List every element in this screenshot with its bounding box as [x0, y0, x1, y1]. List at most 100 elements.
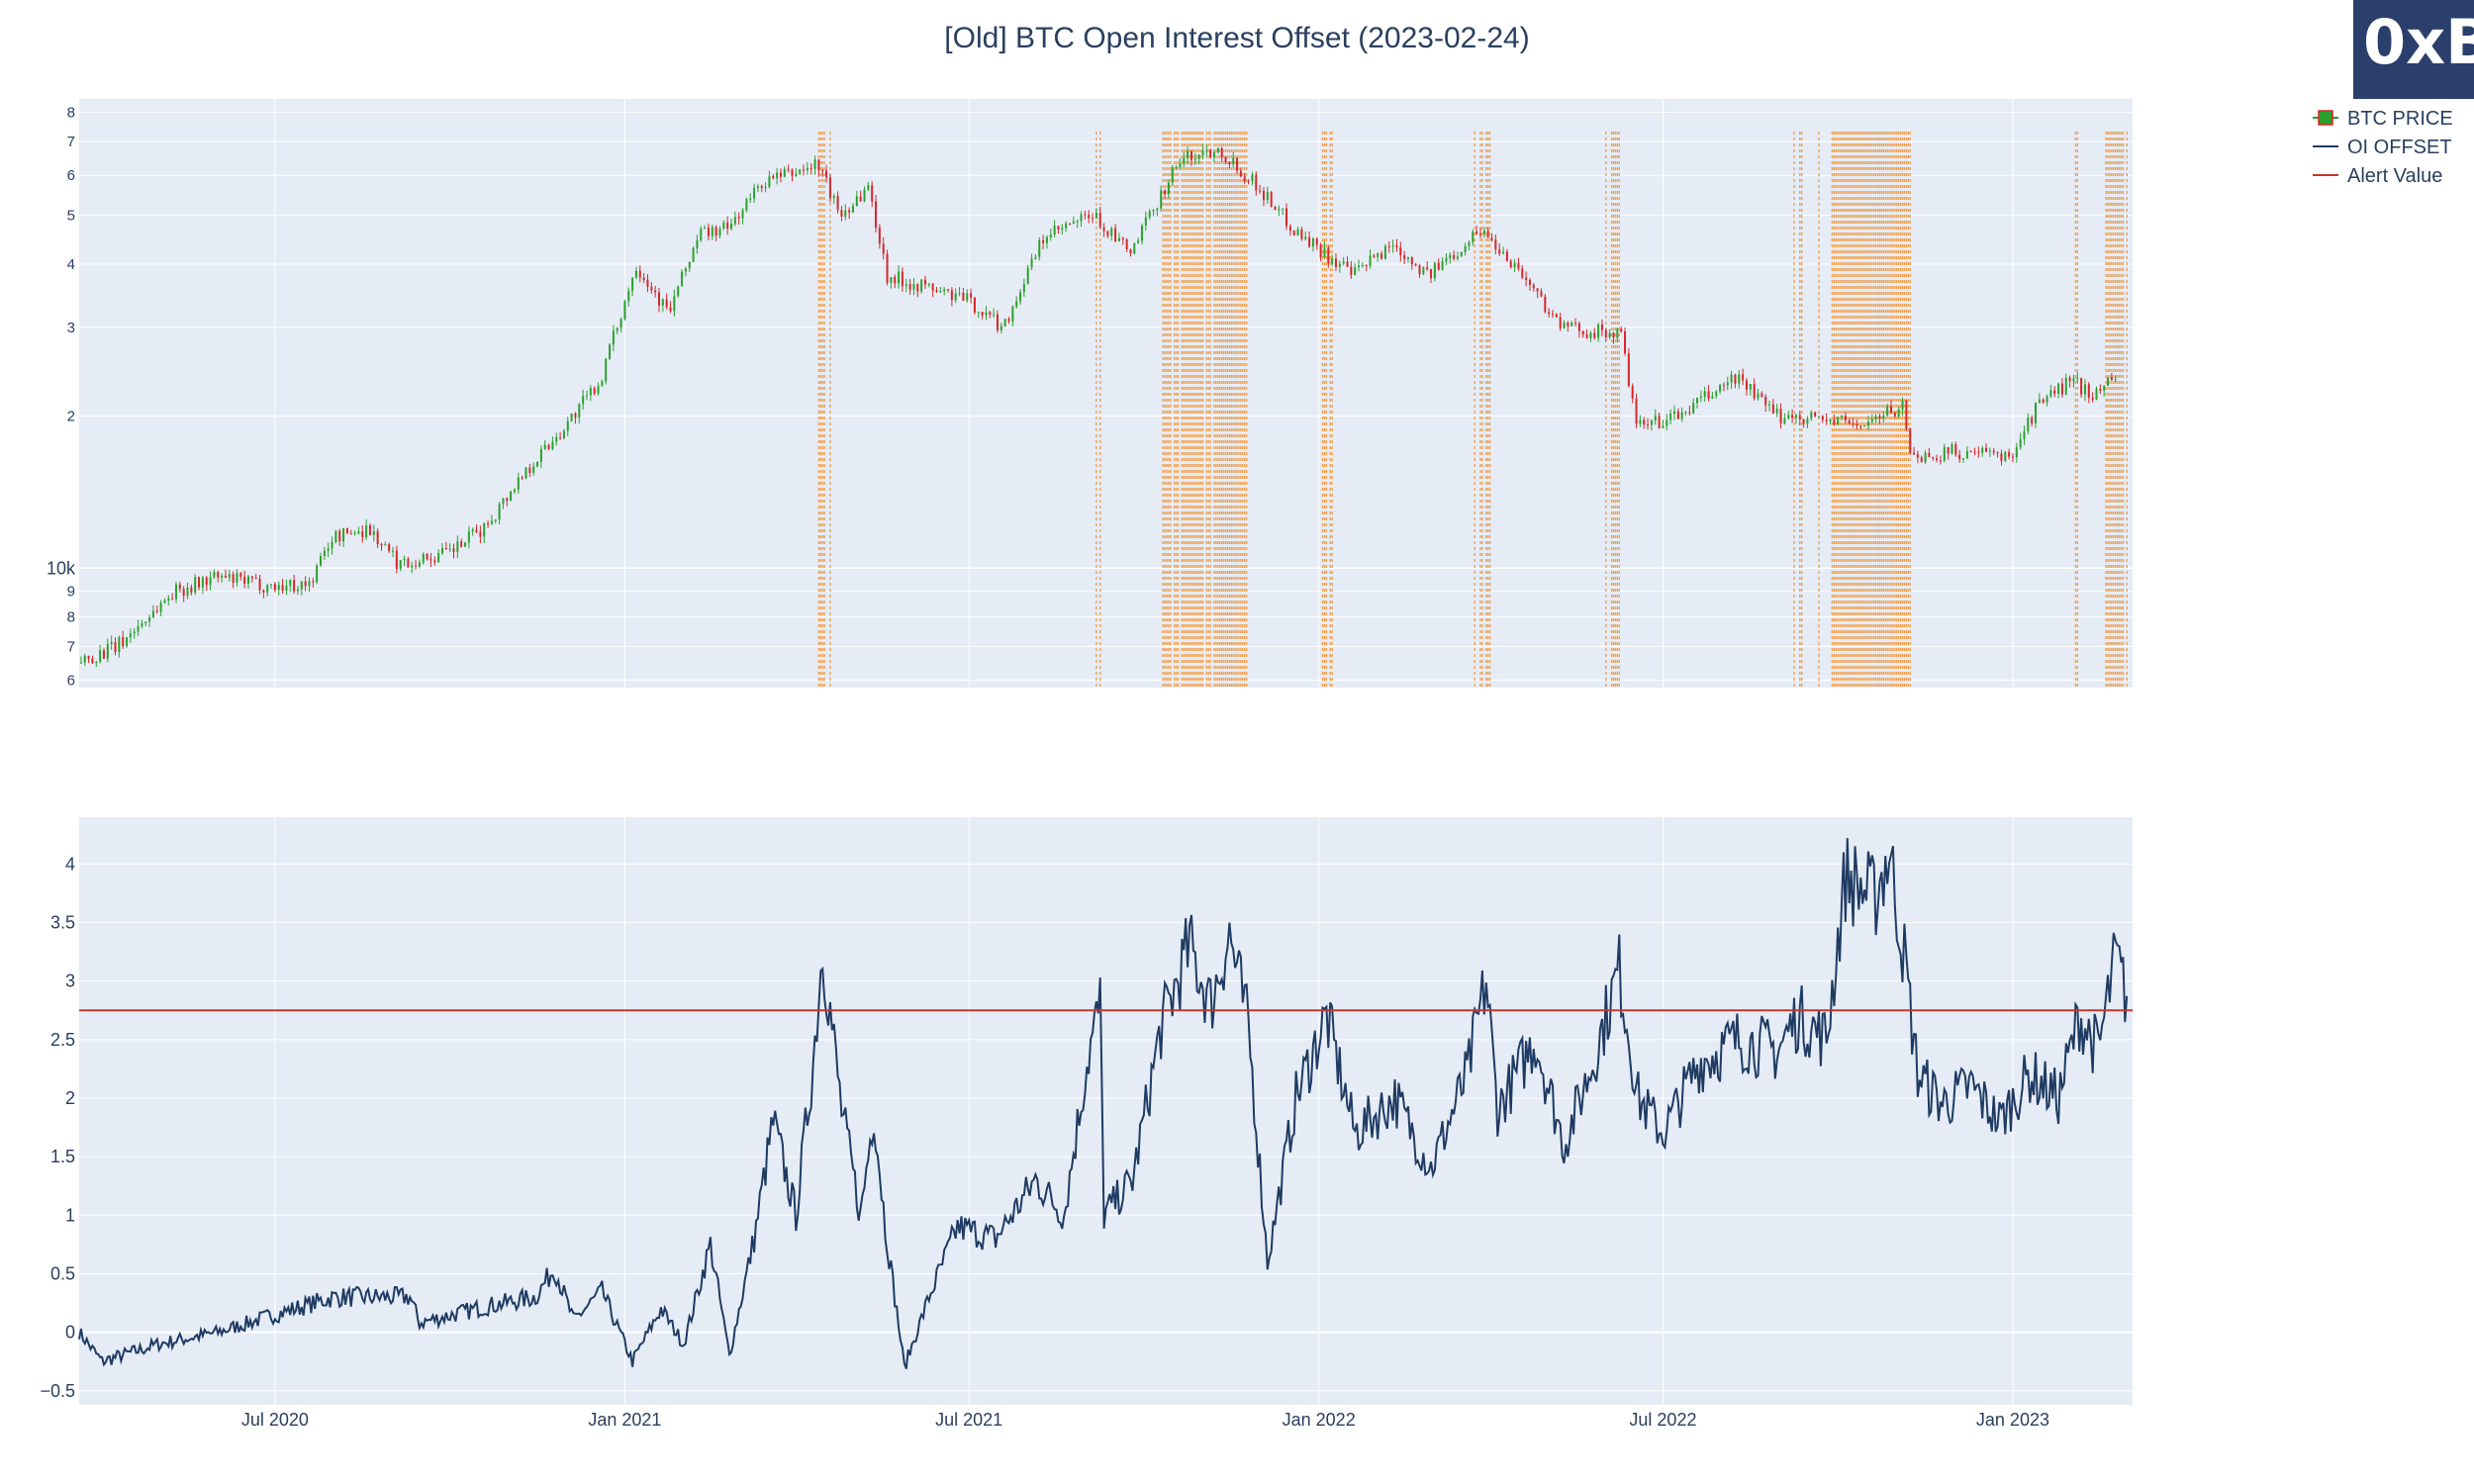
- candle-body: [1121, 237, 1124, 239]
- legend-item-alert-value[interactable]: Alert Value: [2313, 165, 2442, 187]
- candle-body: [1612, 332, 1615, 338]
- candle-body: [1817, 416, 1820, 417]
- candle-body: [875, 201, 878, 228]
- candle-body: [1608, 332, 1611, 337]
- candle-body: [194, 577, 197, 593]
- candle-body: [1650, 420, 1653, 425]
- candle-body: [1821, 416, 1824, 420]
- candle-body: [1764, 396, 1767, 406]
- candle-body: [1426, 267, 1429, 270]
- candle-body: [1719, 385, 1722, 392]
- candle-body: [2099, 388, 2102, 391]
- candle-body: [1361, 264, 1364, 266]
- candle-body: [205, 577, 208, 586]
- candle-body: [1730, 374, 1733, 383]
- candle-body: [1639, 419, 1642, 424]
- candle-body: [582, 396, 585, 405]
- legend[interactable]: BTC PRICE OI OFFSET Alert Value: [2313, 108, 2453, 187]
- candle-body: [1981, 447, 1984, 453]
- candle-body: [1220, 147, 1223, 157]
- candle-body: [1022, 284, 1025, 293]
- candle-body: [1201, 150, 1204, 155]
- candle-body: [1418, 265, 1421, 275]
- candle-body: [1189, 150, 1192, 160]
- candle-body: [585, 395, 588, 397]
- candle-body: [1552, 314, 1555, 316]
- legend-item-oi-offset[interactable]: OI OFFSET: [2313, 137, 2452, 158]
- legend-item-btc-price[interactable]: BTC PRICE: [2313, 108, 2453, 130]
- candle-body: [1654, 416, 1657, 421]
- candle-body: [106, 644, 109, 659]
- candle-body: [898, 271, 901, 284]
- candle-body: [650, 286, 653, 291]
- candle-body: [1509, 260, 1512, 268]
- candle-body: [144, 621, 147, 623]
- candle-body: [832, 196, 835, 199]
- candle-body: [1304, 236, 1307, 239]
- candle-body: [1270, 192, 1273, 207]
- candle-body: [1358, 265, 1361, 268]
- candle-body: [1482, 231, 1485, 234]
- candle-body: [201, 577, 204, 588]
- x-tick-label: Jul 2020: [241, 1410, 309, 1430]
- candle-body: [1954, 444, 1957, 455]
- candle-body: [1042, 239, 1045, 243]
- candle-body: [250, 576, 253, 579]
- candle-body: [308, 581, 311, 587]
- candle-body: [1939, 460, 1942, 462]
- candle-body: [1239, 170, 1242, 177]
- candle-body: [349, 533, 352, 535]
- candle-body: [1319, 244, 1322, 258]
- candle-body: [1065, 223, 1068, 229]
- candle-body: [395, 550, 398, 570]
- candle-body: [498, 504, 501, 520]
- candle-body: [901, 271, 904, 287]
- candle-body: [270, 584, 273, 586]
- candle-body: [2068, 377, 2071, 382]
- candle-body: [1494, 239, 1497, 250]
- candle-body: [950, 290, 953, 301]
- candle-body: [1129, 249, 1132, 253]
- candle-body: [1399, 246, 1402, 256]
- y-tick-label: 9: [67, 584, 75, 601]
- candle-body: [920, 279, 923, 292]
- candle-body: [1672, 411, 1675, 415]
- candle-body: [262, 590, 265, 593]
- candle-body: [342, 527, 345, 542]
- candle-body: [1278, 209, 1281, 211]
- candle-body: [764, 186, 767, 188]
- y-tick-label: 2: [67, 409, 75, 425]
- candle-body: [1521, 268, 1524, 278]
- candle-body: [825, 170, 828, 178]
- candle-body: [1148, 211, 1151, 218]
- candle-body: [1848, 420, 1851, 424]
- candle-body: [2011, 456, 2014, 458]
- candle-body: [1738, 374, 1741, 384]
- candle-body: [1856, 423, 1858, 426]
- candle-body: [114, 641, 117, 652]
- candle-body: [1288, 226, 1291, 231]
- candle-body: [444, 547, 447, 550]
- candle-body: [2035, 402, 2038, 423]
- candle-body: [213, 572, 216, 578]
- candle-body: [182, 589, 185, 597]
- candle-body: [1456, 256, 1459, 259]
- candle-body: [1985, 447, 1988, 452]
- candle-body: [562, 430, 565, 438]
- candle-body: [631, 277, 634, 292]
- candle-body: [521, 477, 523, 479]
- candle-body: [1072, 221, 1075, 224]
- candle-body: [1315, 238, 1318, 245]
- candle-body: [273, 584, 276, 591]
- candle-body: [855, 196, 858, 207]
- candle-body: [487, 523, 490, 525]
- candle-body: [1472, 232, 1475, 242]
- candle-body: [1274, 206, 1277, 211]
- y-tick-label: 6: [67, 672, 75, 689]
- candle-body: [1525, 277, 1528, 280]
- candle-body: [2019, 438, 2022, 448]
- candle-body: [122, 636, 125, 647]
- candle-body: [1433, 262, 1436, 279]
- candle-body: [1490, 237, 1493, 240]
- candle-body: [1262, 191, 1265, 200]
